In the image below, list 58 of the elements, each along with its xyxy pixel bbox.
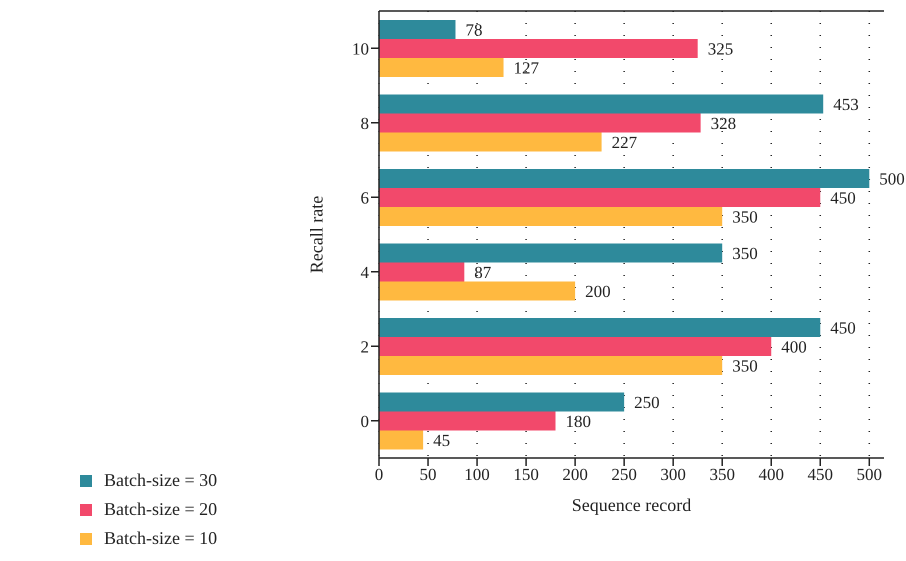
y-tick-label: 0 [360,412,369,431]
data-label: 227 [612,132,638,152]
data-label: 350 [732,244,758,263]
data-label: 250 [634,392,660,412]
x-tick-label: 200 [562,465,588,484]
x-tick-label: 300 [660,465,686,484]
bar [379,188,820,207]
bar [379,206,722,226]
x-tick-label: 400 [758,465,784,484]
y-tick-label: 2 [360,337,369,356]
x-tick-label: 150 [513,465,539,484]
bar [379,113,701,132]
x-tick-label: 350 [709,465,735,484]
data-label: 500 [879,169,905,188]
data-label: 350 [732,207,758,226]
bar [379,20,456,39]
bar [379,262,464,282]
bar [379,392,624,412]
bar [379,281,576,300]
data-label: 78 [465,20,482,40]
data-label: 450 [830,318,856,338]
bar [379,58,504,77]
x-tick-label: 100 [464,465,490,484]
bar [379,94,824,114]
y-tick-label: 8 [360,114,369,133]
data-label: 400 [781,337,807,356]
legend-label: Batch-size = 20 [104,499,218,520]
y-tick-label: 4 [360,262,370,282]
x-tick-label: 0 [374,465,384,484]
bar [379,38,698,58]
x-tick-label: 500 [856,465,882,484]
bar [379,168,870,188]
data-label: 87 [474,262,492,282]
bar [379,356,722,375]
x-axis-title: Sequence record [572,495,692,515]
data-label: 350 [732,356,758,376]
x-tick-label: 450 [808,465,834,484]
bar [379,336,772,356]
legend-label: Batch-size = 30 [104,470,218,491]
y-tick-label: 10 [352,39,369,58]
bar [379,132,602,152]
data-label: 450 [830,188,856,208]
x-tick-label: 250 [611,465,637,484]
data-label: 180 [566,412,592,431]
data-label: 328 [710,114,736,133]
bar [379,411,556,430]
bar [379,243,722,262]
x-tick-label: 50 [420,465,437,484]
y-tick-label: 6 [360,188,369,208]
data-label: 453 [833,94,859,114]
legend-label: Batch-size = 10 [104,528,218,549]
y-axis-title: Recall rate [306,196,326,274]
bar [379,430,424,450]
data-label: 127 [514,58,540,78]
data-label: 325 [708,39,734,58]
data-label: 45 [433,430,450,450]
bar [379,318,820,337]
data-label: 200 [585,282,611,301]
